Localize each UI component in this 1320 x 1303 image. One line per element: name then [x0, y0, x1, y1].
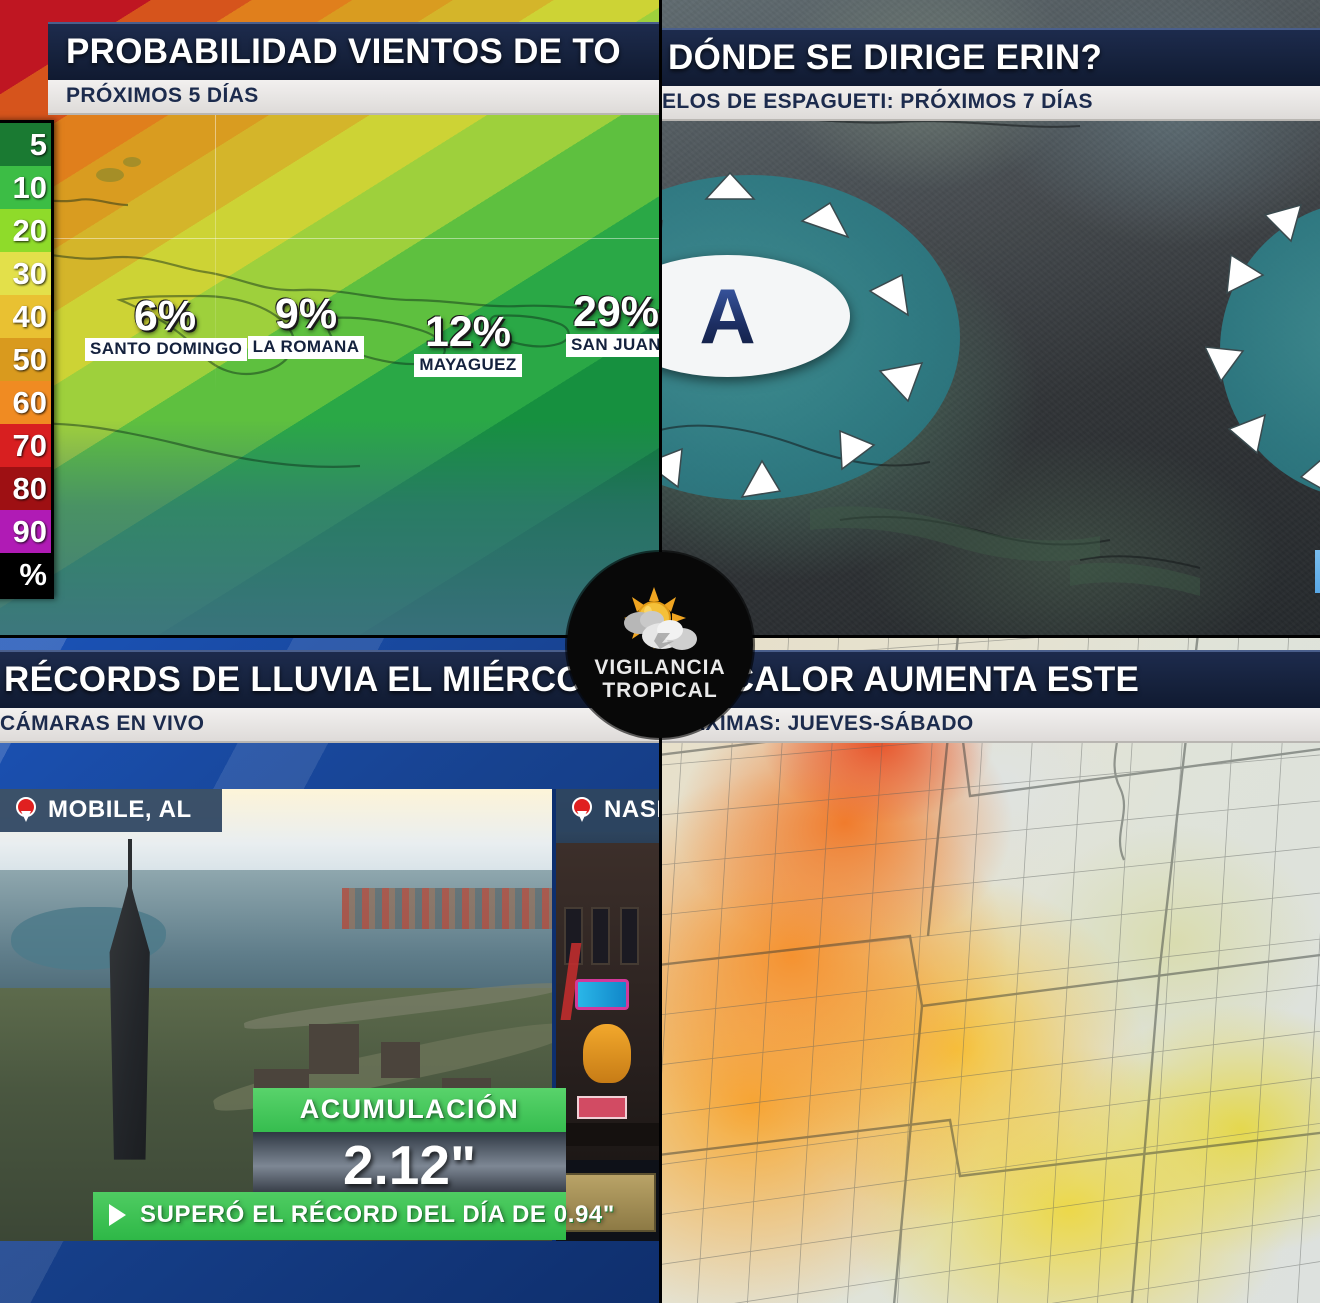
sun-cloud-icon [614, 587, 706, 653]
ocean-shading [0, 419, 660, 636]
map-pin-icon [16, 797, 36, 823]
camera-label-nashville: NASH [556, 789, 660, 832]
legend-value: 60 [12, 385, 47, 420]
panel-subtitle: CÁMARAS EN VIVO [0, 712, 205, 735]
legend-value: 10 [12, 170, 47, 205]
erin-track-titlebar: DÓNDE SE DIRIGE ERIN? ELOS DE ESPAGUETI:… [660, 28, 1320, 121]
record-banner: SUPERÓ EL RÉCORD DEL DÍA DE 0.94" [93, 1192, 614, 1240]
panel-title: DÓNDE SE DIRIGE ERIN? [668, 38, 1103, 77]
city-name: SAN JUAN [565, 333, 660, 357]
city-callout-santo-domingo: 6% SANTO DOMINGO [85, 292, 248, 361]
panel-title: EL CALOR AUMENTA ESTE [674, 660, 1140, 699]
panel-subtitle: ELOS DE ESPAGUETI: PRÓXIMOS 7 DÍAS [662, 90, 1093, 113]
map-pin-icon [572, 797, 592, 823]
legend-value: 20 [12, 213, 47, 248]
probability-legend: 5 10 20 30 40 50 60 70 80 90 % [0, 120, 54, 599]
camera-location: MOBILE, AL [48, 796, 192, 823]
high-pressure-circulation-arrows-right [1205, 203, 1320, 489]
legend-value: 40 [12, 299, 47, 334]
record-text: SUPERÓ EL RÉCORD DEL DÍA DE 0.94" [140, 1201, 615, 1228]
camera-label-mobile: MOBILE, AL [0, 789, 222, 832]
tower-spire [128, 838, 133, 893]
panel-wind-probability: 5 10 20 30 40 50 60 70 80 90 % 6% SANTO … [0, 0, 660, 636]
neon-guitar-sign [583, 1024, 631, 1083]
neon-sign-red [576, 1096, 627, 1119]
brand-name-line-2: TROPICAL [602, 679, 718, 702]
probability-value: 12% [424, 308, 512, 356]
legend-value: 80 [12, 471, 47, 506]
accumulation-graphic: ACUMULACIÓN 2.12" [253, 1088, 566, 1203]
play-triangle-icon [109, 1204, 126, 1226]
city-name: MAYAGUEZ [414, 353, 522, 377]
pressure-label: PRESIÓN [1315, 550, 1320, 593]
brand-name-line-1: VIGILANCIA [594, 656, 726, 680]
awning [556, 1123, 660, 1147]
nashville-street-view [556, 789, 660, 1241]
panel-subtitle: PRÓXIMOS 5 DÍAS [66, 84, 259, 107]
neon-sign-blue [574, 978, 629, 1011]
live-camera-row: MOBILE, AL [0, 789, 660, 1241]
vigilancia-tropical-logo: VIGILANCIA TROPICAL [567, 552, 753, 738]
legend-value: 90 [12, 514, 47, 549]
heat-titlebar: EL CALOR AUMENTA ESTE MÁXIMAS: JUEVES-SÁ… [660, 650, 1320, 743]
legend-value: 70 [12, 428, 47, 463]
panel-heat-forecast: EL CALOR AUMENTA ESTE MÁXIMAS: JUEVES-SÁ… [660, 636, 1320, 1303]
camera-feed-nashville[interactable]: NASH [552, 789, 660, 1241]
high-pressure-letter: A [699, 272, 756, 360]
accumulation-label: ACUMULACIÓN [299, 1094, 520, 1124]
city-callout-la-romana: 9% LA ROMANA [244, 290, 368, 359]
legend-value: 5 [29, 127, 47, 162]
legend-value: 30 [12, 256, 47, 291]
probability-value: 29% [572, 288, 660, 336]
high-pressure-symbol: A [660, 255, 850, 377]
city-callout-san-juan: 29% SAN JUAN [552, 288, 660, 357]
latitude-gridline [0, 238, 660, 239]
rain-records-titlebar: RÉCORDS DE LLUVIA EL MIÉRCO CÁMARAS EN V… [0, 650, 660, 743]
wind-probability-titlebar: PROBABILIDAD VIENTOS DE TO PRÓXIMOS 5 DÍ… [48, 22, 660, 115]
accumulation-value: 2.12" [342, 1134, 477, 1196]
longitude-gridline [215, 95, 216, 636]
panel-title: PROBABILIDAD VIENTOS DE TO [66, 32, 621, 71]
panel-title: RÉCORDS DE LLUVIA EL MIÉRCO [4, 660, 584, 699]
panel-erin-track: A CORRIENTE EN CHORRO [660, 0, 1320, 636]
city-callout-mayaguez: 12% MAYAGUEZ [400, 308, 536, 377]
legend-value: 50 [12, 342, 47, 377]
high-pressure-circulation-arrows-left [660, 171, 924, 498]
port-containers [342, 888, 552, 930]
city-name: LA ROMANA [247, 335, 365, 359]
probability-value: 9% [274, 290, 338, 338]
panel-subtitle: MÁXIMAS: JUEVES-SÁBADO [672, 712, 974, 735]
legend-unit: % [19, 557, 47, 592]
probability-value: 6% [133, 292, 197, 340]
city-name: SANTO DOMINGO [85, 337, 248, 361]
camera-location: NASH [604, 796, 660, 823]
heat-index-overlay [660, 636, 1320, 1303]
